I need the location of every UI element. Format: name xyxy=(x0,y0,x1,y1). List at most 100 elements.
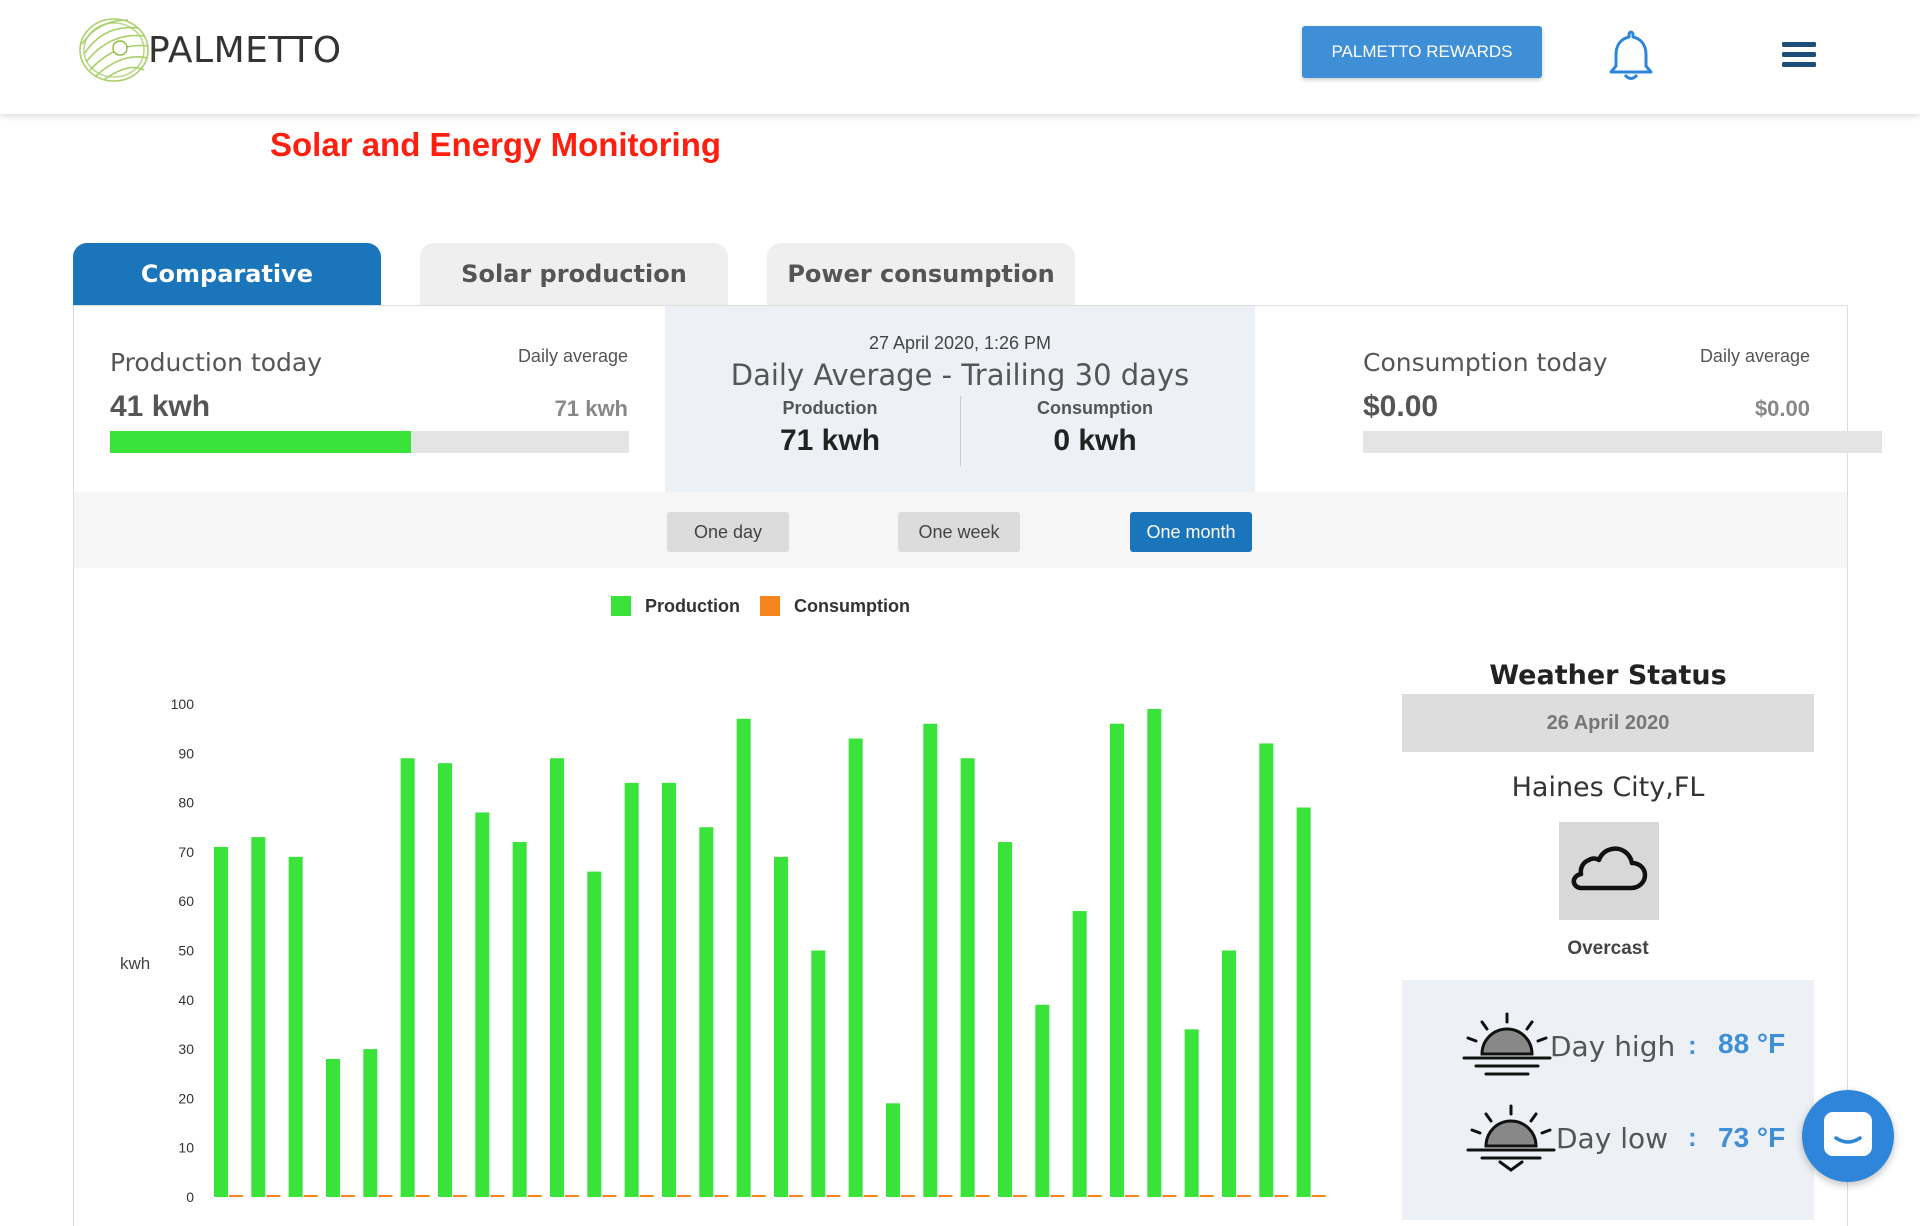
tab-comparative[interactable]: Comparative xyxy=(73,243,381,305)
production-bar[interactable] xyxy=(624,782,639,1197)
production-bar[interactable] xyxy=(438,763,452,1197)
tab-power-consumption[interactable]: Power consumption xyxy=(767,243,1075,305)
production-bar[interactable] xyxy=(1147,708,1162,1197)
range-one-day-button[interactable]: One day xyxy=(667,512,789,552)
consumption-bar[interactable] xyxy=(1013,1195,1027,1197)
consumption-today-title: Consumption today xyxy=(1363,348,1608,377)
top-navigation-bar: PALMETTO PALMETTO REWARDS xyxy=(0,0,1920,114)
average-production-label: Production xyxy=(782,398,878,418)
y-tick-label: 80 xyxy=(178,795,194,811)
production-today-card: Production today Daily average 41 kwh 71… xyxy=(74,306,664,492)
production-bar[interactable] xyxy=(251,837,266,1197)
daily-average-card: 27 April 2020, 1:26 PM Daily Average - T… xyxy=(665,306,1255,492)
weather-city: Haines City,FL xyxy=(1511,772,1705,803)
production-bar[interactable] xyxy=(400,758,415,1197)
consumption-bar[interactable] xyxy=(1125,1195,1139,1197)
production-bar[interactable] xyxy=(662,782,676,1197)
production-bar[interactable] xyxy=(699,827,714,1197)
production-bar[interactable] xyxy=(1110,723,1124,1197)
production-bar[interactable] xyxy=(774,856,788,1197)
consumption-bar[interactable] xyxy=(453,1195,467,1197)
consumption-bar[interactable] xyxy=(863,1195,878,1197)
production-bar[interactable] xyxy=(998,842,1012,1197)
day-high-colon: : xyxy=(1688,1030,1697,1060)
consumption-bar[interactable] xyxy=(789,1195,803,1197)
day-high-value: 88 °F xyxy=(1718,1028,1786,1059)
production-bar[interactable] xyxy=(886,1103,900,1197)
consumption-bar[interactable] xyxy=(415,1195,430,1197)
range-one-month-button[interactable]: One month xyxy=(1130,512,1252,552)
daily-average-timestamp: 27 April 2020, 1:26 PM xyxy=(868,333,1052,353)
consumption-bar[interactable] xyxy=(266,1195,281,1197)
consumption-daily-average-label: Daily average xyxy=(1699,346,1810,366)
production-bar[interactable] xyxy=(550,758,564,1197)
consumption-bar[interactable] xyxy=(565,1195,579,1197)
weather-condition-label: Overcast xyxy=(1567,938,1649,959)
production-bar[interactable] xyxy=(1222,950,1236,1198)
consumption-bar[interactable] xyxy=(751,1195,766,1197)
consumption-bar[interactable] xyxy=(1199,1195,1214,1197)
consumption-bar[interactable] xyxy=(1087,1195,1102,1197)
y-axis-label: kwh xyxy=(120,954,150,973)
consumption-bar[interactable] xyxy=(1162,1195,1177,1197)
production-bar[interactable] xyxy=(923,723,938,1197)
production-bar[interactable] xyxy=(1259,743,1274,1197)
production-bar[interactable] xyxy=(960,758,975,1197)
bell-icon[interactable] xyxy=(1606,28,1656,82)
production-bar[interactable] xyxy=(214,846,228,1197)
daily-average-title: Daily Average - Trailing 30 days xyxy=(730,358,1190,392)
consumption-bar[interactable] xyxy=(1237,1195,1251,1197)
tab-solar-production[interactable]: Solar production xyxy=(420,243,728,305)
consumption-today-value: $0.00 xyxy=(1363,390,1439,423)
production-bar[interactable] xyxy=(288,856,303,1197)
consumption-bar[interactable] xyxy=(378,1195,393,1197)
consumption-bar[interactable] xyxy=(527,1195,542,1197)
consumption-today-card: Consumption today Daily average $0.00 $0… xyxy=(1256,306,1882,492)
weather-status-title: Weather Status xyxy=(1489,660,1727,691)
consumption-bar[interactable] xyxy=(975,1195,990,1197)
palmetto-logo-icon[interactable] xyxy=(74,14,164,84)
consumption-bar[interactable] xyxy=(639,1195,654,1197)
production-bar[interactable] xyxy=(1072,911,1087,1197)
production-bar[interactable] xyxy=(1035,1004,1050,1197)
production-bar[interactable] xyxy=(512,842,527,1197)
palmetto-rewards-button[interactable]: PALMETTO REWARDS xyxy=(1302,26,1542,78)
production-bar[interactable] xyxy=(811,950,826,1198)
production-bar[interactable] xyxy=(587,871,602,1197)
legend-production-label[interactable]: Production xyxy=(645,596,740,616)
consumption-bar[interactable] xyxy=(341,1195,355,1197)
legend-consumption-swatch[interactable] xyxy=(760,596,780,616)
production-bar[interactable] xyxy=(363,1049,378,1197)
consumption-bar[interactable] xyxy=(826,1195,841,1197)
consumption-bar[interactable] xyxy=(714,1195,729,1197)
consumption-bar[interactable] xyxy=(901,1195,915,1197)
legend-consumption-label[interactable]: Consumption xyxy=(794,596,910,616)
production-bar[interactable] xyxy=(1296,807,1311,1197)
consumption-bar[interactable] xyxy=(229,1195,243,1197)
consumption-bar[interactable] xyxy=(602,1195,617,1197)
consumption-bar[interactable] xyxy=(677,1195,691,1197)
consumption-progress-bar xyxy=(1363,431,1882,453)
production-bar[interactable] xyxy=(326,1058,340,1197)
production-bar[interactable] xyxy=(848,738,863,1197)
y-tick-label: 100 xyxy=(171,696,195,712)
legend-production-swatch[interactable] xyxy=(611,596,631,616)
consumption-bar[interactable] xyxy=(490,1195,505,1197)
chat-support-button[interactable] xyxy=(1802,1090,1894,1182)
hamburger-menu-icon[interactable] xyxy=(1780,38,1820,72)
consumption-bar[interactable] xyxy=(1274,1195,1289,1197)
brand-name: PALMETTO xyxy=(148,30,342,71)
day-high-label: Day high xyxy=(1550,1030,1676,1063)
consumption-bar[interactable] xyxy=(938,1195,953,1197)
consumption-bar[interactable] xyxy=(303,1195,318,1197)
range-one-week-button[interactable]: One week xyxy=(898,512,1020,552)
production-bar[interactable] xyxy=(736,718,751,1197)
production-bar[interactable] xyxy=(1184,1029,1199,1197)
consumption-bar[interactable] xyxy=(1050,1195,1065,1197)
production-bar[interactable] xyxy=(475,812,490,1197)
y-tick-label: 60 xyxy=(178,893,194,909)
production-progress-fill xyxy=(110,431,412,453)
y-tick-label: 90 xyxy=(178,745,194,761)
consumption-bar[interactable] xyxy=(1311,1195,1326,1197)
production-daily-average-value: 71 kwh xyxy=(554,396,628,421)
